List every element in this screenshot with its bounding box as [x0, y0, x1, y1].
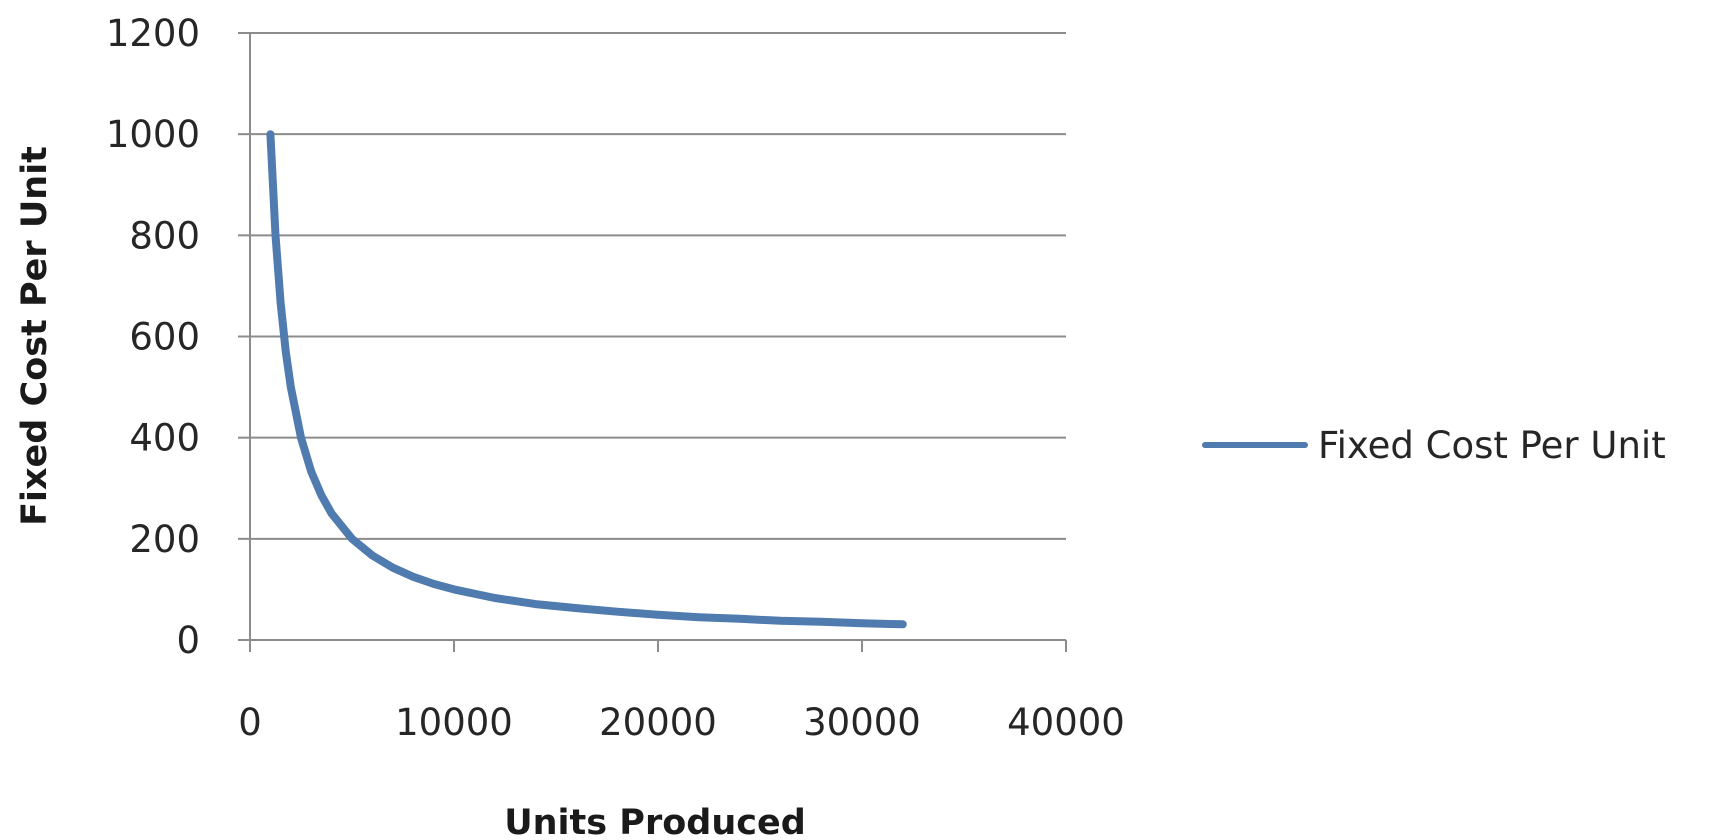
series-line [266, 130, 907, 629]
y-tick-label: 600 [129, 316, 200, 359]
y-tick-label: 0 [176, 619, 200, 662]
x-tick-label: 0 [238, 701, 262, 744]
y-tick-label: 800 [129, 214, 200, 257]
y-tick-label: 400 [129, 417, 200, 460]
y-tick-labels: 0 200 400 600 800 1000 1200 [106, 12, 200, 662]
x-tick-label: 40000 [1007, 701, 1125, 744]
x-tick-label: 30000 [803, 701, 921, 744]
gridlines [250, 32, 1066, 540]
legend-label: Fixed Cost Per Unit [1318, 424, 1666, 467]
axes [238, 32, 1067, 652]
legend: Fixed Cost Per Unit [1202, 424, 1666, 467]
x-tick-labels: 0 10000 20000 30000 40000 [238, 701, 1125, 744]
x-tick-label: 20000 [599, 701, 717, 744]
x-tick-label: 10000 [395, 701, 513, 744]
x-axis-title: Units Produced [504, 803, 806, 840]
series-lines [266, 130, 907, 629]
y-tick-label: 1200 [106, 12, 200, 55]
y-tick-label: 200 [129, 518, 200, 561]
y-axis-title: Fixed Cost Per Unit [15, 146, 55, 526]
y-tick-label: 1000 [106, 113, 200, 156]
